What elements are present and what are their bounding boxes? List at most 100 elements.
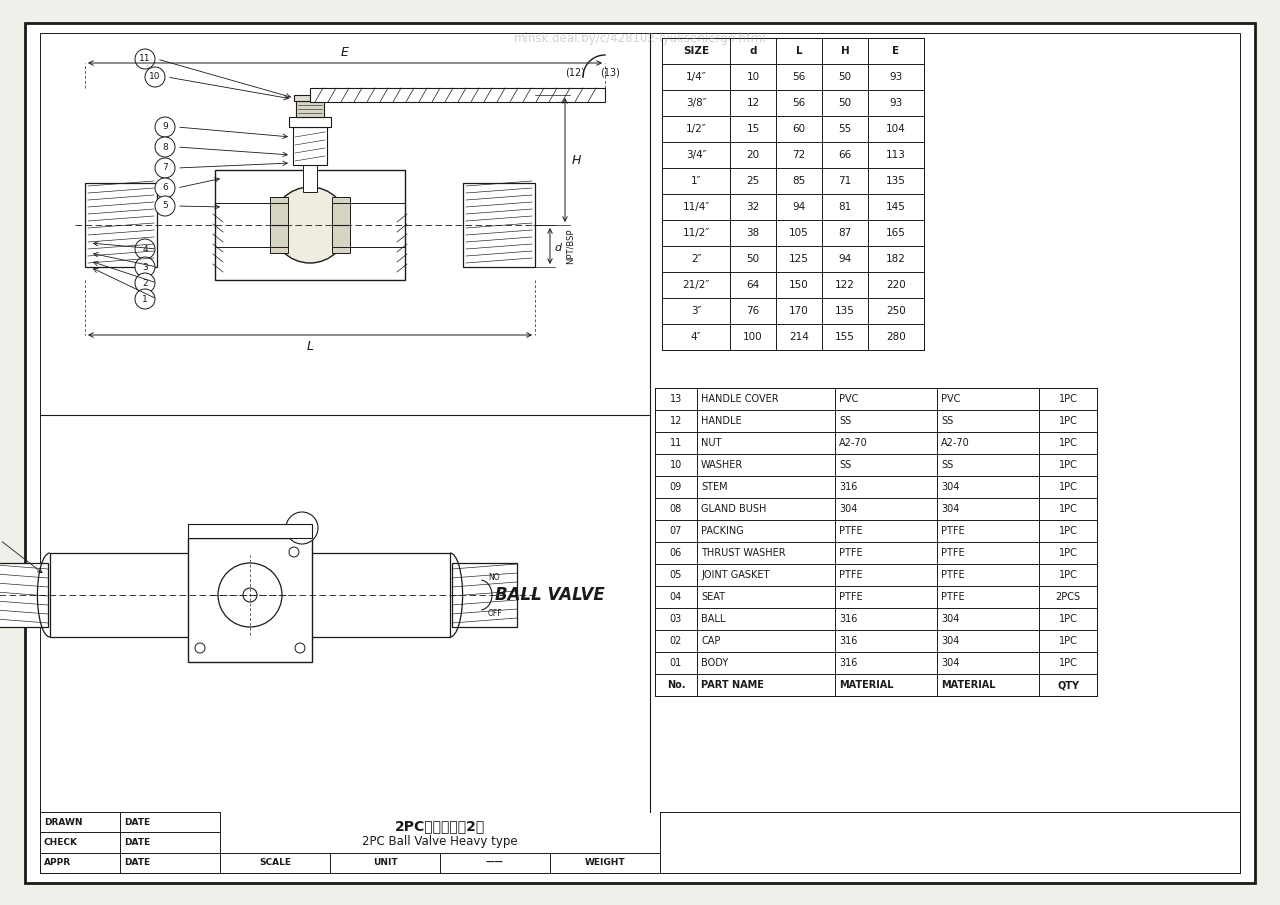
Text: 3″: 3″ [691, 306, 701, 316]
Bar [188, 538, 312, 662]
Bar [310, 88, 605, 102]
Text: 50: 50 [838, 98, 851, 108]
Text: 304: 304 [941, 482, 960, 492]
Text: PTFE: PTFE [941, 592, 965, 602]
Text: SEAT: SEAT [701, 592, 724, 602]
Circle shape [285, 512, 317, 544]
Text: DATE: DATE [124, 858, 150, 867]
Circle shape [145, 67, 165, 87]
Circle shape [155, 117, 175, 137]
Circle shape [155, 137, 175, 157]
Circle shape [294, 643, 305, 653]
Bar [332, 197, 349, 253]
Text: 10: 10 [669, 460, 682, 470]
Text: 81: 81 [838, 202, 851, 212]
Text: 250: 250 [886, 306, 906, 316]
Circle shape [155, 178, 175, 198]
Text: 06: 06 [669, 548, 682, 558]
Circle shape [218, 563, 282, 627]
Text: L: L [796, 46, 803, 56]
Text: PTFE: PTFE [838, 526, 863, 536]
Circle shape [134, 289, 155, 309]
Text: NUT: NUT [701, 438, 722, 448]
Text: 135: 135 [886, 176, 906, 186]
Text: 3/4″: 3/4″ [686, 150, 707, 160]
Text: 8: 8 [163, 142, 168, 151]
Bar [215, 170, 404, 280]
Text: 104: 104 [886, 124, 906, 134]
Text: 214: 214 [788, 332, 809, 342]
Text: 38: 38 [746, 228, 759, 238]
Text: 1PC: 1PC [1059, 526, 1078, 536]
Text: BALL: BALL [701, 614, 726, 624]
Text: 08: 08 [669, 504, 682, 514]
Text: 12: 12 [669, 416, 682, 426]
Text: 2PCS: 2PCS [1056, 592, 1080, 602]
Text: 56: 56 [792, 72, 805, 82]
Text: 15: 15 [746, 124, 759, 134]
Text: STEM: STEM [701, 482, 727, 492]
Text: 76: 76 [746, 306, 759, 316]
Text: 6: 6 [163, 184, 168, 193]
Text: 71: 71 [838, 176, 851, 186]
Text: 304: 304 [941, 636, 960, 646]
Text: WEIGHT: WEIGHT [585, 858, 626, 867]
Bar [0, 563, 49, 627]
Text: 4″: 4″ [691, 332, 701, 342]
Text: 21/2″: 21/2″ [682, 280, 709, 290]
Text: 1PC: 1PC [1059, 636, 1078, 646]
Circle shape [155, 158, 175, 178]
Text: 01: 01 [669, 658, 682, 668]
Text: 85: 85 [792, 176, 805, 186]
Text: 1PC: 1PC [1059, 570, 1078, 580]
Text: 2PC球阀（模具2）: 2PC球阀（模具2） [394, 819, 485, 834]
Text: 87: 87 [838, 228, 851, 238]
Text: 1PC: 1PC [1059, 460, 1078, 470]
Text: 10: 10 [150, 72, 161, 81]
Text: 64: 64 [746, 280, 759, 290]
Text: 316: 316 [838, 636, 858, 646]
Bar [452, 563, 517, 627]
Text: 94: 94 [838, 254, 851, 264]
Text: NPT/BSP: NPT/BSP [566, 228, 575, 263]
Text: 93: 93 [890, 72, 902, 82]
Text: APPR: APPR [44, 858, 72, 867]
Text: NO: NO [488, 573, 499, 582]
Text: 94: 94 [792, 202, 805, 212]
Text: 1PC: 1PC [1059, 416, 1078, 426]
Text: A2-70: A2-70 [941, 438, 970, 448]
Text: 1″: 1″ [691, 176, 701, 186]
Text: No.: No. [667, 680, 685, 690]
Text: 1: 1 [142, 294, 148, 303]
Text: PART NAME: PART NAME [701, 680, 764, 690]
Text: H: H [572, 154, 581, 167]
Text: 32: 32 [746, 202, 759, 212]
Text: SIZE: SIZE [684, 46, 709, 56]
Bar [662, 38, 924, 350]
Text: 155: 155 [835, 332, 855, 342]
Text: 50: 50 [746, 254, 759, 264]
Text: 03: 03 [669, 614, 682, 624]
Circle shape [134, 239, 155, 259]
Text: 1PC: 1PC [1059, 658, 1078, 668]
Bar [296, 101, 324, 117]
Text: 05: 05 [669, 570, 682, 580]
Text: PTFE: PTFE [941, 526, 965, 536]
Text: 25: 25 [746, 176, 759, 186]
Text: 1PC: 1PC [1059, 614, 1078, 624]
Text: SS: SS [941, 416, 954, 426]
Text: 11: 11 [669, 438, 682, 448]
Text: 1PC: 1PC [1059, 548, 1078, 558]
Text: 165: 165 [886, 228, 906, 238]
Circle shape [134, 257, 155, 277]
Text: CAP: CAP [701, 636, 721, 646]
Circle shape [243, 588, 257, 602]
Text: PTFE: PTFE [838, 592, 863, 602]
Text: 7: 7 [163, 164, 168, 173]
Text: 135: 135 [835, 306, 855, 316]
Text: SS: SS [838, 460, 851, 470]
Text: GLAND BUSH: GLAND BUSH [701, 504, 767, 514]
Text: 12: 12 [746, 98, 759, 108]
Bar [50, 553, 451, 637]
Text: 2″: 2″ [691, 254, 701, 264]
